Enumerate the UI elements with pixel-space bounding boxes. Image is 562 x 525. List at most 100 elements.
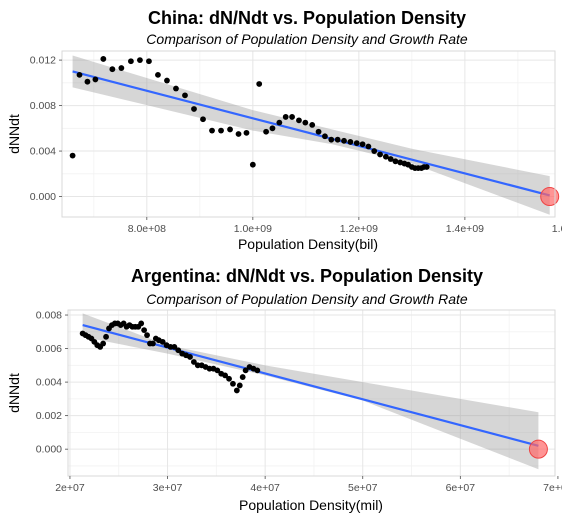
y-tick-label: 0.004: [30, 146, 56, 158]
data-point: [235, 131, 242, 137]
chart-title: China: dN/Ndt vs. Population Density: [148, 8, 466, 28]
data-point: [233, 387, 240, 394]
data-point: [200, 116, 206, 123]
data-point: [144, 332, 150, 339]
data-point: [423, 164, 430, 170]
y-tick-label: 0.000: [30, 191, 56, 203]
data-point: [243, 129, 250, 136]
data-point: [230, 380, 236, 387]
data-point: [296, 117, 302, 124]
argentina-chart: Argentina: dN/Ndt vs. Population Density…: [6, 266, 562, 513]
data-point: [187, 354, 193, 360]
data-point: [242, 367, 249, 374]
x-tick-label: 1.6e+09: [552, 223, 562, 235]
x-tick-label: 5e+07: [348, 482, 378, 494]
data-point: [141, 327, 148, 334]
data-point: [239, 374, 246, 380]
y-tick-label: 0.000: [36, 444, 62, 456]
data-point: [100, 56, 107, 62]
chart-subtitle: Comparison of Population Density and Gro…: [146, 291, 468, 307]
data-point: [159, 338, 166, 345]
x-tick-label: 1.0e+09: [234, 223, 272, 235]
y-axis-title: dNNdt: [6, 373, 22, 413]
data-point: [182, 92, 188, 99]
confidence-band: [72, 55, 550, 215]
data-point: [227, 126, 233, 133]
x-tick-label: 2e+07: [55, 482, 85, 494]
y-tick-label: 0.002: [36, 410, 62, 422]
data-point: [341, 137, 347, 144]
data-point: [155, 71, 161, 78]
x-tick-label: 3e+07: [153, 482, 183, 494]
data-point: [76, 71, 83, 78]
data-point: [128, 58, 134, 65]
data-point: [209, 127, 215, 134]
regression-line: [82, 324, 539, 447]
data-point: [100, 340, 107, 347]
data-point: [191, 106, 197, 112]
data-point: [359, 141, 366, 148]
y-tick-label: 0.012: [30, 55, 56, 67]
data-point: [137, 57, 143, 63]
china-chart: China: dN/Ndt vs. Population Density Com…: [6, 8, 562, 252]
x-tick-label: 8.0e+08: [128, 223, 166, 235]
data-point: [328, 136, 335, 143]
data-point: [302, 119, 309, 126]
data-point: [309, 122, 316, 128]
data-point: [289, 114, 295, 120]
data-point: [218, 127, 224, 134]
data-point: [150, 340, 156, 347]
data-point: [226, 375, 232, 382]
data-point: [138, 320, 145, 327]
plot-panel: [61, 50, 556, 218]
data-point: [276, 119, 283, 126]
data-point: [315, 128, 322, 135]
x-tick-label: 1.4e+09: [446, 223, 484, 235]
x-tick-label: 1.2e+09: [340, 223, 378, 235]
data-point: [371, 148, 378, 154]
data-point: [118, 65, 125, 71]
data-point: [146, 58, 152, 65]
data-point: [347, 139, 354, 145]
y-tick-label: 0.008: [36, 310, 62, 322]
data-point: [84, 78, 91, 85]
data-point: [392, 158, 399, 165]
data-point: [353, 140, 360, 146]
data-point: [190, 359, 197, 365]
data-point: [173, 85, 179, 92]
x-tick-label: 6e+07: [446, 482, 476, 494]
data-point: [282, 114, 289, 120]
data-point: [322, 133, 328, 140]
data-point: [92, 76, 99, 83]
y-tick-label: 0.004: [36, 377, 62, 389]
x-axis-title: Population Density(mil): [239, 497, 383, 513]
data-point: [69, 152, 76, 159]
data-point: [236, 382, 243, 389]
chart-subtitle: Comparison of Population Density and Gro…: [146, 31, 468, 47]
y-tick-label: 0.006: [36, 343, 62, 355]
data-point: [214, 367, 221, 374]
x-tick-label: 4e+07: [250, 482, 280, 494]
x-axis-title: Population Density(bil): [238, 236, 378, 252]
data-point: [365, 143, 372, 150]
data-point: [387, 156, 394, 162]
regression-line: [72, 70, 550, 197]
data-point: [249, 161, 256, 168]
data-point: [164, 77, 170, 84]
highlight-point: [528, 439, 548, 459]
data-point: [263, 128, 269, 135]
confidence-band: [82, 313, 539, 470]
data-point: [256, 81, 263, 87]
data-point: [269, 125, 276, 132]
data-point: [382, 153, 389, 160]
data-point: [254, 367, 261, 374]
y-tick-label: 0.008: [30, 100, 56, 112]
y-axis-title: dNNdt: [6, 114, 22, 154]
plot-panel: [67, 309, 556, 477]
x-tick-label: 7e+07: [543, 482, 562, 494]
data-point: [175, 347, 182, 354]
highlight-point: [540, 187, 560, 207]
data-point: [103, 333, 109, 340]
chart-title: Argentina: dN/Ndt vs. Population Density: [131, 266, 483, 286]
